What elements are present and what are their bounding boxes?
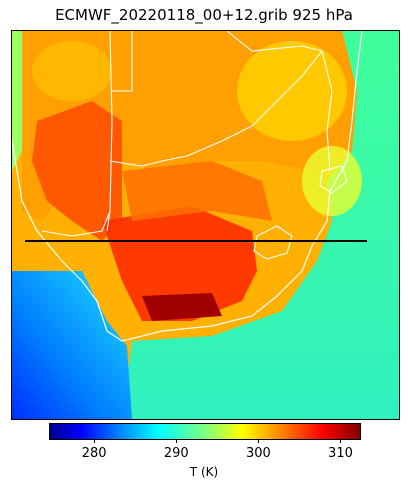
yellow-patch-nw — [32, 41, 112, 101]
colorbar-tick-label: 310 — [328, 446, 353, 461]
border-lesotho — [253, 225, 293, 260]
colorbar-label: T (K) — [189, 465, 219, 479]
colorbar-tick — [340, 439, 342, 443]
map-title: ECMWF_20220118_00+12.grib 925 hPa — [55, 6, 353, 24]
hottest-patch — [142, 293, 222, 321]
orange-belt — [122, 161, 272, 221]
atlantic-ocean — [12, 271, 132, 419]
colorbar-tick-label: 290 — [163, 446, 189, 461]
atlantic-cyan-strip — [12, 31, 22, 171]
temperature-map[interactable] — [11, 30, 400, 420]
yellow-patch-ne — [237, 41, 347, 141]
hot-region-center — [102, 206, 257, 321]
colorbar-tick — [258, 439, 260, 443]
border-eswatini — [319, 165, 348, 194]
colorbar-tick — [176, 439, 178, 443]
temperature-colorbar — [49, 423, 361, 440]
border-sa-north — [109, 50, 323, 167]
colorbar-tick-label: 300 — [245, 446, 271, 461]
border-namibia-botswana — [106, 31, 113, 232]
border-orange-river — [41, 210, 111, 237]
colorbar-tick-label: 280 — [81, 446, 107, 461]
border-mozambique — [321, 50, 333, 172]
colorbar-tick — [94, 439, 96, 443]
yellow-patch-e — [302, 146, 362, 216]
hot-region-west — [32, 101, 122, 241]
indian-ocean — [122, 31, 399, 419]
border-zimbabwe — [226, 31, 323, 52]
border-botswana-north — [112, 31, 133, 92]
